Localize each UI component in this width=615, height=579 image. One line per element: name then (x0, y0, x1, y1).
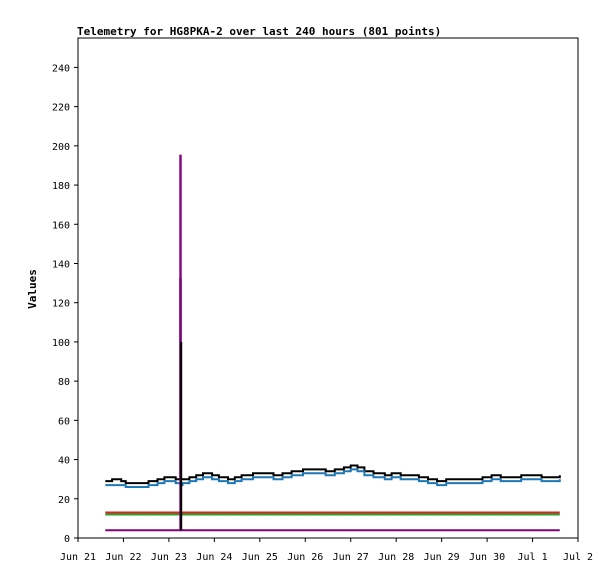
y-tick-label: 160 (52, 220, 70, 231)
x-tick-label: Jun 22 (105, 552, 141, 563)
y-tick-label: 40 (58, 456, 70, 467)
y-tick-label: 100 (52, 338, 70, 349)
x-axis: Jun 21 Jun 22 Jun 23 Jun 24 Jun 25 Jun 26 Jun … (60, 538, 593, 563)
x-tick-label: Jun 21 (60, 552, 96, 563)
x-tick-label: Jun 29 (424, 552, 460, 563)
x-tick-label: Jul 1 (517, 552, 547, 563)
series-layer (105, 154, 561, 532)
y-tick-label: 0 (64, 534, 70, 545)
y-tick-label: 60 (58, 416, 70, 427)
series-line-1 (105, 278, 561, 485)
x-tick-label: Jun 27 (333, 552, 369, 563)
x-tick-label: Jun 25 (242, 552, 278, 563)
y-tick-label: 20 (58, 495, 70, 506)
y-tick-label: 80 (58, 377, 70, 388)
x-tick-label: Jun 26 (287, 552, 323, 563)
plot-frame (77, 37, 579, 539)
y-tick-label: 180 (52, 181, 70, 192)
y-tick-label: 200 (52, 142, 70, 153)
y-axis-label: Values (26, 269, 39, 309)
chart-title: Telemetry for HG8PKA-2 over last 240 hou… (77, 25, 441, 38)
x-tick-label: Jun 23 (151, 552, 187, 563)
y-axis: 0 20 40 60 80 100 120 140 160 180 200 220 240 (52, 63, 78, 545)
x-tick-label: Jun 24 (196, 552, 232, 563)
y-tick-label: 140 (52, 259, 70, 270)
y-tick-label: 220 (52, 103, 70, 114)
y-tick-label: 120 (52, 299, 70, 310)
x-tick-label: Jul 2 (563, 552, 593, 563)
y-tick-label: 240 (52, 63, 70, 74)
series-line-5 (105, 154, 560, 532)
x-tick-label: Jun 30 (469, 552, 505, 563)
x-tick-label: Jun 28 (378, 552, 414, 563)
